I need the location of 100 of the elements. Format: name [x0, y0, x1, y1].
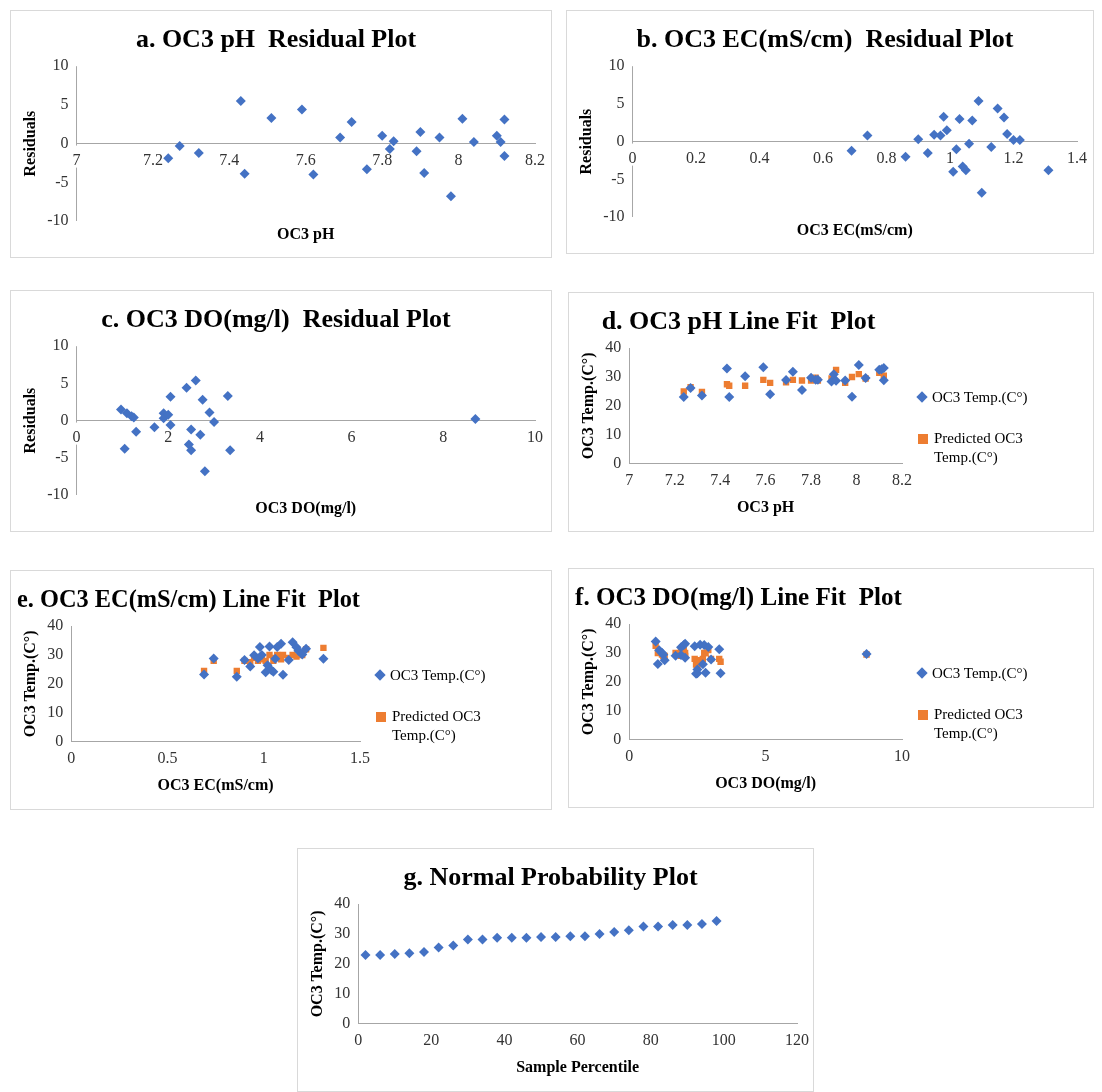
- y-tick-label: 5: [616, 94, 625, 112]
- x-tick-label: 100: [711, 1031, 736, 1049]
- x-tick-label: 80: [642, 1031, 659, 1049]
- y-tick-label: 10: [334, 983, 351, 1001]
- x-tick-label: 0.2: [686, 149, 707, 167]
- y-tick-label: 30: [47, 645, 64, 663]
- x-tick-label: 4: [255, 428, 264, 446]
- x-tick-label: 7.6: [755, 471, 776, 489]
- x-tick-label: 7.6: [295, 151, 316, 169]
- y-tick-label: 5: [60, 95, 69, 113]
- x-tick-label: 0.8: [876, 149, 897, 167]
- y-axis-title: OC3 Temp.(C°): [20, 630, 39, 738]
- x-tick-label: 1.4: [1067, 149, 1087, 167]
- chart-title: g. Normal Probability Plot: [403, 862, 698, 892]
- x-axis-title: OC3 DO(mg/l): [255, 499, 357, 518]
- y-tick-label: 0: [60, 133, 69, 151]
- y-axis-title: Residuals: [20, 110, 38, 177]
- x-tick-label: 1: [946, 149, 955, 167]
- y-axis-title: OC3 Temp.(C°): [307, 910, 326, 1018]
- y-tick-label: 10: [52, 56, 69, 74]
- y-tick-label: 30: [334, 924, 351, 942]
- y-axis-title: Residuals: [576, 108, 594, 175]
- x-tick-label: 8: [454, 151, 463, 169]
- legend-label: Predicted OC3 Temp.(C°): [392, 707, 482, 745]
- x-tick-label: 10: [894, 747, 910, 765]
- x-tick-label: 40: [496, 1031, 513, 1049]
- y-tick-label: 20: [47, 674, 64, 692]
- x-tick-label: 8.2: [892, 471, 912, 489]
- x-tick-label: 1.5: [350, 749, 370, 767]
- x-tick-label: 6: [347, 428, 356, 446]
- y-tick-label: 40: [605, 614, 622, 632]
- x-axis-title: OC3 EC(mS/cm): [796, 221, 913, 240]
- y-tick-label: 20: [605, 396, 622, 414]
- x-axis-title: OC3 pH: [277, 225, 335, 244]
- y-tick-label: 0: [616, 131, 625, 149]
- chart-title: a. OC3 pH Residual Plot: [135, 24, 417, 54]
- chart-title: b. OC3 EC(mS/cm) Residual Plot: [636, 24, 1014, 54]
- y-tick-label: 0: [342, 1013, 351, 1031]
- y-tick-label: 0: [613, 453, 622, 471]
- y-tick-label: -10: [603, 207, 625, 225]
- y-tick-label: 10: [47, 702, 64, 720]
- x-axis-title: Sample Percentile: [516, 1057, 639, 1076]
- y-tick-label: -5: [611, 169, 625, 187]
- y-axis-title: OC3 Temp.(C°): [578, 352, 597, 460]
- x-tick-label: 0.6: [813, 149, 834, 167]
- y-tick-label: 30: [605, 643, 622, 661]
- x-tick-label: 8: [439, 428, 448, 446]
- x-tick-label: 0: [354, 1031, 363, 1049]
- x-tick-label: 7.4: [219, 151, 240, 169]
- x-tick-label: 7.2: [664, 471, 685, 489]
- y-tick-label: 0: [60, 410, 69, 428]
- legend-label: Predicted OC3 Temp.(C°): [934, 705, 1024, 743]
- y-tick-label: 10: [52, 336, 69, 354]
- x-axis-title: OC3 pH: [736, 497, 795, 516]
- x-tick-label: 1: [259, 749, 268, 767]
- y-tick-label: -5: [55, 172, 69, 190]
- x-axis-title: OC3 EC(mS/cm): [157, 775, 274, 794]
- x-tick-label: 2: [164, 428, 173, 446]
- chart-title: d. OC3 pH Line Fit Plot: [601, 306, 876, 336]
- chart-title: f. OC3 DO(mg/l) Line Fit Plot: [575, 581, 903, 612]
- x-tick-label: 5: [761, 747, 770, 765]
- x-tick-label: 1.2: [1003, 149, 1024, 167]
- x-tick-label: 0: [72, 428, 81, 446]
- y-tick-label: 0: [613, 729, 622, 747]
- y-tick-label: -10: [47, 211, 69, 229]
- y-tick-label: 40: [605, 338, 622, 356]
- y-tick-label: 20: [334, 954, 351, 972]
- y-tick-label: 0: [55, 731, 64, 749]
- y-tick-label: 10: [605, 700, 622, 718]
- x-tick-label: 20: [423, 1031, 440, 1049]
- y-tick-label: 5: [60, 373, 69, 391]
- chart-title: e. OC3 EC(mS/cm) Line Fit Plot: [17, 584, 361, 614]
- chart-title: c. OC3 DO(mg/l) Residual Plot: [101, 304, 452, 334]
- y-tick-label: -5: [55, 448, 69, 465]
- y-tick-label: 40: [334, 894, 351, 912]
- x-tick-label: 0: [628, 149, 637, 167]
- y-tick-label: 10: [608, 56, 625, 74]
- x-tick-label: 0.5: [157, 749, 178, 767]
- x-tick-label: 7.2: [142, 151, 163, 169]
- x-axis-title: OC3 DO(mg/l): [715, 773, 817, 792]
- x-tick-label: 120: [785, 1031, 809, 1049]
- x-tick-label: 10: [527, 428, 543, 446]
- y-tick-label: 20: [605, 672, 622, 690]
- x-tick-label: 7: [72, 151, 81, 169]
- legend-label: Predicted OC3 Temp.(C°): [934, 429, 1024, 467]
- y-tick-label: -10: [47, 485, 69, 503]
- x-tick-label: 7: [625, 471, 634, 489]
- x-tick-label: 7.8: [372, 151, 393, 169]
- y-tick-label: 30: [605, 367, 622, 385]
- x-tick-label: 7.4: [710, 471, 731, 489]
- x-tick-label: 8.2: [525, 151, 545, 169]
- y-axis-title: OC3 Temp.(C°): [578, 628, 597, 736]
- legend-label: OC3 Temp.(C°): [390, 666, 487, 685]
- x-tick-label: 0.4: [749, 149, 770, 167]
- x-tick-label: 8: [852, 471, 861, 489]
- legend-label: OC3 Temp.(C°): [932, 664, 1029, 683]
- y-axis-title: Residuals: [20, 387, 38, 454]
- y-tick-label: 40: [47, 616, 64, 634]
- x-tick-label: 7.8: [801, 471, 822, 489]
- legend-label: OC3 Temp.(C°): [932, 388, 1029, 407]
